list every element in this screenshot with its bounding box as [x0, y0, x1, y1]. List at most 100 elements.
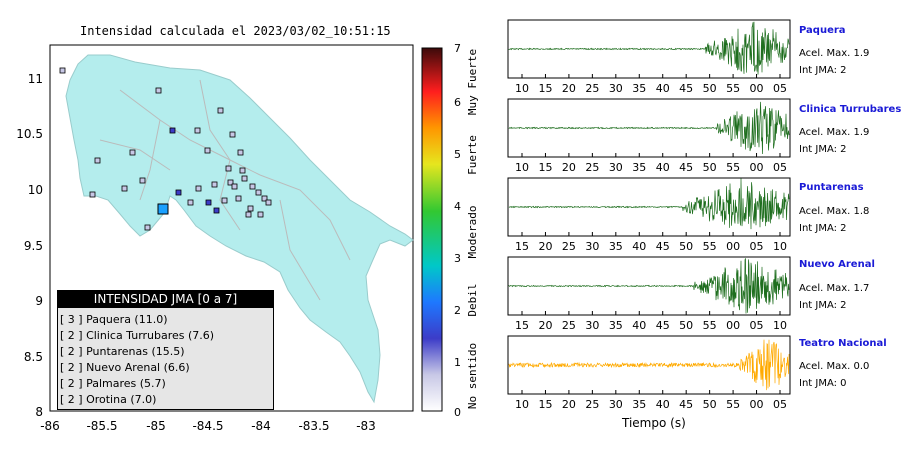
- station-marker: [144, 224, 151, 231]
- waveform-panels: 10 15 20 25 30 35 40 45 50 55 00 05 10 15 20 25 30 35 40 45…: [507, 19, 791, 411]
- waveform-tick-label: 25: [562, 319, 576, 332]
- waveform-tick-label: 25: [585, 161, 599, 174]
- waveform-tick-label: 20: [562, 398, 576, 411]
- waveform-tick-label: 40: [632, 319, 646, 332]
- lat-tick: 10: [28, 183, 43, 197]
- station-marker: [139, 177, 146, 184]
- waveform-tick-label: 45: [656, 240, 670, 253]
- waveform-tick-label: 25: [562, 240, 576, 253]
- station-marker: [205, 199, 212, 206]
- waveform-tick-label: 05: [773, 398, 787, 411]
- waveform-tick-label: 50: [679, 240, 693, 253]
- lon-tick: -83: [356, 419, 376, 433]
- lat-tick: 8: [35, 405, 43, 419]
- station-marker: [59, 67, 66, 74]
- station-marker: [225, 165, 232, 172]
- waveform-tick-label: 35: [632, 398, 646, 411]
- lat-tick: 11: [28, 72, 43, 86]
- waveform-tick-label: 10: [773, 319, 787, 332]
- waveform-tick-label: 50: [703, 161, 717, 174]
- waveform-trace: [508, 178, 790, 230]
- legend-header: INTENSIDAD JMA [0 a 7]: [57, 290, 274, 308]
- station-name-paquera: Paquera: [799, 25, 846, 36]
- waveform-tick-label: 10: [773, 240, 787, 253]
- station-marker: [195, 185, 202, 192]
- station-accel: Acel. Max. 1.9: [799, 48, 870, 59]
- waveform-tick-label: 00: [750, 398, 764, 411]
- station-marker: [204, 147, 211, 154]
- station-marker: [94, 157, 101, 164]
- station-name-nuevo-arenal: Nuevo Arenal: [799, 259, 875, 270]
- waveform-tick-label: 25: [585, 398, 599, 411]
- station-jma: Int JMA: 2: [799, 144, 847, 155]
- lon-tick: -84: [251, 419, 271, 433]
- waveform-tick-label: 05: [773, 161, 787, 174]
- colorbar-tick: 3: [454, 252, 461, 265]
- lon-tick: -85.5: [86, 419, 117, 433]
- station-marker: [229, 131, 236, 138]
- waveform-tick-label: 15: [538, 398, 552, 411]
- waveform-tick-label: 40: [632, 240, 646, 253]
- waveform-tick-label: 30: [585, 319, 599, 332]
- colorbar-tick: 6: [454, 96, 461, 109]
- legend-item: [ 3 ] Paquera (11.0): [60, 313, 168, 326]
- station-marker: [249, 183, 256, 190]
- colorbar-tick: 2: [454, 304, 461, 317]
- station-jma: Int JMA: 2: [799, 65, 847, 76]
- station-marker: [245, 211, 252, 218]
- waveform-tick-label: 50: [679, 319, 693, 332]
- station-marker: [237, 149, 244, 156]
- waveform-trace: [508, 101, 790, 155]
- waveform-tick-label: 25: [585, 82, 599, 95]
- station-name-teatro-nacional: Teatro Nacional: [799, 338, 887, 349]
- lon-tick: -85: [146, 419, 166, 433]
- waveform-tick-label: 40: [656, 161, 670, 174]
- waveform-tick-label: 10: [515, 161, 529, 174]
- x-axis-label: Tiempo (s): [622, 416, 686, 430]
- waveform-tick-label: 20: [562, 82, 576, 95]
- lat-tick: 9.5: [24, 239, 43, 253]
- station-marker: [211, 181, 218, 188]
- lat-tick: 10.5: [16, 127, 43, 141]
- waveform-tick-label: 05: [750, 240, 764, 253]
- legend-item: [ 2 ] Puntarenas (15.5): [60, 345, 185, 358]
- waveform-tick-label: 10: [515, 398, 529, 411]
- legend-item: [ 2 ] Orotina (7.0): [60, 393, 157, 406]
- station-accel: Acel. Max. 1.9: [799, 127, 870, 138]
- colorbar-category: Fuerte: [466, 135, 479, 175]
- waveform-tick-label: 00: [726, 240, 740, 253]
- waveform-tick-label: 00: [750, 82, 764, 95]
- station-marker: [231, 183, 238, 190]
- waveform-tick-label: 55: [726, 161, 740, 174]
- waveform-trace: [508, 21, 790, 75]
- station-marker: [175, 189, 182, 196]
- station-marker: [247, 205, 254, 212]
- colorbar-category: Moderado: [466, 206, 479, 259]
- waveform-tick-label: 10: [515, 82, 529, 95]
- waveform-tick-label: 55: [726, 82, 740, 95]
- station-marker: [265, 199, 272, 206]
- waveform-tick-label: 30: [585, 240, 599, 253]
- waveform-tick-label: 55: [726, 398, 740, 411]
- colorbar-tick: 5: [454, 148, 461, 161]
- waveform-tick-label: 45: [656, 319, 670, 332]
- colorbar-category: Debil: [466, 283, 479, 316]
- lat-tick: 9: [35, 294, 43, 308]
- waveform-tick-label: 45: [679, 82, 693, 95]
- station-marker: [129, 149, 136, 156]
- colorbar-tick: 4: [454, 200, 461, 213]
- lat-tick: 8.5: [24, 350, 43, 364]
- waveform-tick-label: 50: [703, 398, 717, 411]
- legend-item: [ 2 ] Nuevo Arenal (6.6): [60, 361, 190, 374]
- waveform-tick-label: 35: [632, 82, 646, 95]
- colorbar: [421, 47, 443, 412]
- station-marker: [255, 189, 262, 196]
- colorbar-category: Muy Fuerte: [466, 49, 479, 115]
- waveform-tick-label: 20: [538, 319, 552, 332]
- waveform-tick-label: 40: [656, 398, 670, 411]
- waveform-tick-label: 15: [538, 161, 552, 174]
- waveform-tick-label: 20: [538, 240, 552, 253]
- station-accel: Acel. Max. 1.8: [799, 206, 870, 217]
- station-marker: [261, 195, 268, 202]
- map-title: Intensidad calculada el 2023/03/02_10:51…: [80, 24, 391, 38]
